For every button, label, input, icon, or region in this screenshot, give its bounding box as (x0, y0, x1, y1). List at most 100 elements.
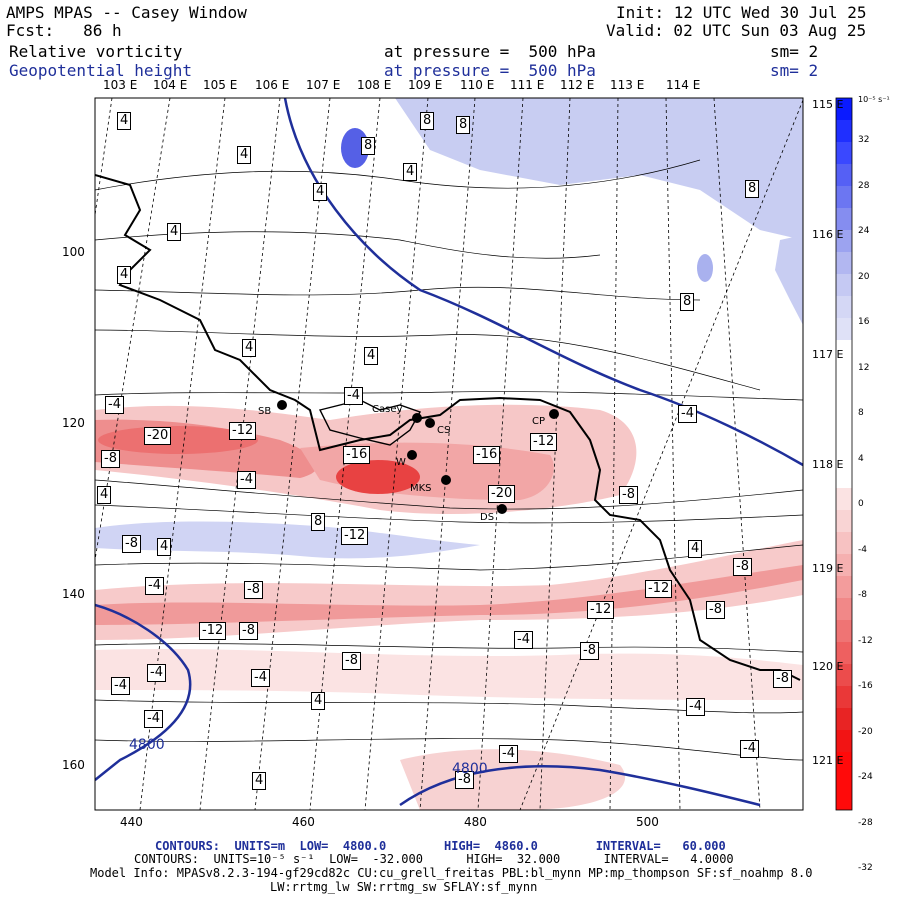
vorticity-contour-label: 4 (311, 692, 326, 710)
pos-vorticity-region (395, 98, 803, 240)
colorbar-tick: 28 (858, 180, 870, 191)
station-label: DS (480, 512, 495, 523)
title-line: AMPS MPAS -- Casey Window (6, 3, 247, 22)
vorticity-contour-label: -4 (144, 710, 163, 728)
top-lon-label: 105 E (203, 78, 238, 92)
vorticity-contour-label: -12 (587, 601, 615, 619)
vorticity-contour-label: -12 (341, 527, 369, 545)
vorticity-contour-label: -4 (111, 677, 130, 695)
pressure-level-2: at pressure = 500 hPa (384, 61, 596, 80)
right-lon-label: 115 E (812, 98, 844, 111)
vorticity-contour-label: 4 (688, 540, 703, 558)
vorticity-contour-label: 8 (745, 180, 760, 198)
vorticity-contour-label: -8 (733, 558, 752, 576)
map-frame (94, 97, 804, 811)
vorticity-contour-label: 8 (361, 137, 376, 155)
vorticity-contour-label: 4 (97, 486, 112, 504)
station-label: SB (258, 406, 272, 417)
colorbar-tick: -16 (858, 681, 873, 691)
colorbar-tick: 0 (858, 499, 864, 509)
colorbar-tick: -8 (858, 590, 867, 600)
colorbar-tick: 24 (858, 226, 870, 236)
vorticity-contour-label: -4 (678, 405, 697, 423)
station-marker (425, 418, 435, 428)
vorticity-contour-label: -12 (645, 580, 673, 598)
vorticity-contour-label: 8 (420, 112, 435, 130)
height-contour-4800 (399, 765, 761, 807)
vorticity-contour-label: 4 (237, 146, 252, 164)
forecast-hour: Fcst: 86 h (6, 21, 122, 40)
top-lon-label: 107 E (306, 78, 341, 92)
valid-time: Valid: 02 UTC Sun 03 Aug 25 (606, 21, 867, 40)
right-lon-label: 116 E (812, 228, 844, 241)
vorticity-contour-label: -8 (101, 450, 120, 468)
pos-vorticity-spot (697, 254, 713, 282)
vorticity-contour-label: -4 (344, 387, 363, 405)
colorbar-tick: 32 (858, 135, 870, 145)
vorticity-contour-label: -12 (229, 422, 257, 440)
field-name-height: Geopotential height (9, 61, 193, 80)
right-lon-label: 119 E (812, 562, 844, 575)
init-time: Init: 12 UTC Wed 30 Jul 25 (616, 3, 867, 22)
vorticity-contour-label: 4 (242, 339, 257, 357)
smoothing-1: sm= 2 (770, 42, 819, 61)
y-axis-tick: 100 (62, 245, 85, 259)
colorbar-tick: 8 (858, 408, 864, 418)
station-label: MKS (410, 483, 432, 494)
vorticity-contour-label: -4 (147, 664, 166, 682)
height-contour-label: 4800 (129, 737, 165, 753)
colorbar-tick: 20 (858, 271, 870, 282)
vorticity-contour-label: -16 (473, 446, 501, 464)
meridian-grid (95, 98, 803, 810)
vorticity-contour-label: -16 (343, 446, 371, 464)
vorticity-contour-label: -8 (239, 622, 258, 640)
vorticity-contour-label: 4 (313, 183, 328, 201)
colorbar-tick: 4 (858, 453, 864, 464)
right-lon-label: 121 E (812, 754, 844, 767)
vorticity-contour-label: -4 (740, 740, 759, 758)
station-marker (549, 409, 559, 419)
vorticity-contour-label: -4 (514, 631, 533, 649)
field-name-vorticity: Relative vorticity (9, 42, 183, 61)
y-axis-tick: 160 (62, 758, 85, 772)
vorticity-contour-label: -8 (773, 670, 792, 688)
neg-vorticity-region (95, 648, 803, 700)
station-label: CP (532, 416, 546, 427)
right-lon-label: 117 E (812, 348, 844, 361)
colorbar-tick: -20 (858, 726, 873, 737)
vorticity-contour-label: -4 (237, 471, 256, 489)
top-lon-label: 113 E (610, 78, 645, 92)
height-contour-4800 (95, 603, 192, 781)
top-lon-label: 103 E (103, 78, 138, 92)
x-axis-tick: 480 (464, 815, 487, 829)
top-lon-label: 111 E (510, 78, 545, 92)
station-marker (441, 475, 451, 485)
top-lon-label: 104 E (153, 78, 188, 92)
colorbar-tick: 12 (858, 362, 870, 373)
vorticity-contour-label: -8 (619, 486, 638, 504)
right-lon-label: 120 E (812, 660, 844, 673)
vorticity-contour-label: 4 (117, 112, 132, 130)
colorbar-tick: -12 (858, 635, 873, 646)
station-marker (497, 504, 507, 514)
vorticity-contour-label: -8 (706, 601, 725, 619)
vorticity-contour-label: -8 (455, 771, 474, 789)
neg-vorticity-band (95, 565, 803, 625)
colorbar-tick: 16 (858, 317, 870, 327)
vorticity-contour-label: -4 (499, 745, 518, 763)
vorticity-contour-label: -20 (488, 485, 516, 503)
vorticity-contour-label: 4 (364, 347, 379, 365)
neg-vorticity-region (400, 749, 626, 810)
vorticity-contour-label: -8 (580, 642, 599, 660)
colorbar-units: 10⁻⁵ s⁻¹ (858, 95, 890, 104)
colorbar-tick: -32 (858, 863, 873, 873)
vorticity-contour-label: -4 (251, 669, 270, 687)
vorticity-contour-label: -20 (144, 427, 172, 445)
vorticity-contour-label: 8 (456, 116, 471, 134)
vorticity-contour-label: 4 (403, 163, 418, 181)
y-axis-tick: 120 (62, 416, 85, 430)
pos-vorticity-region (775, 235, 803, 325)
x-axis-tick: 440 (120, 815, 143, 829)
colorbar-tick: -28 (858, 817, 873, 828)
